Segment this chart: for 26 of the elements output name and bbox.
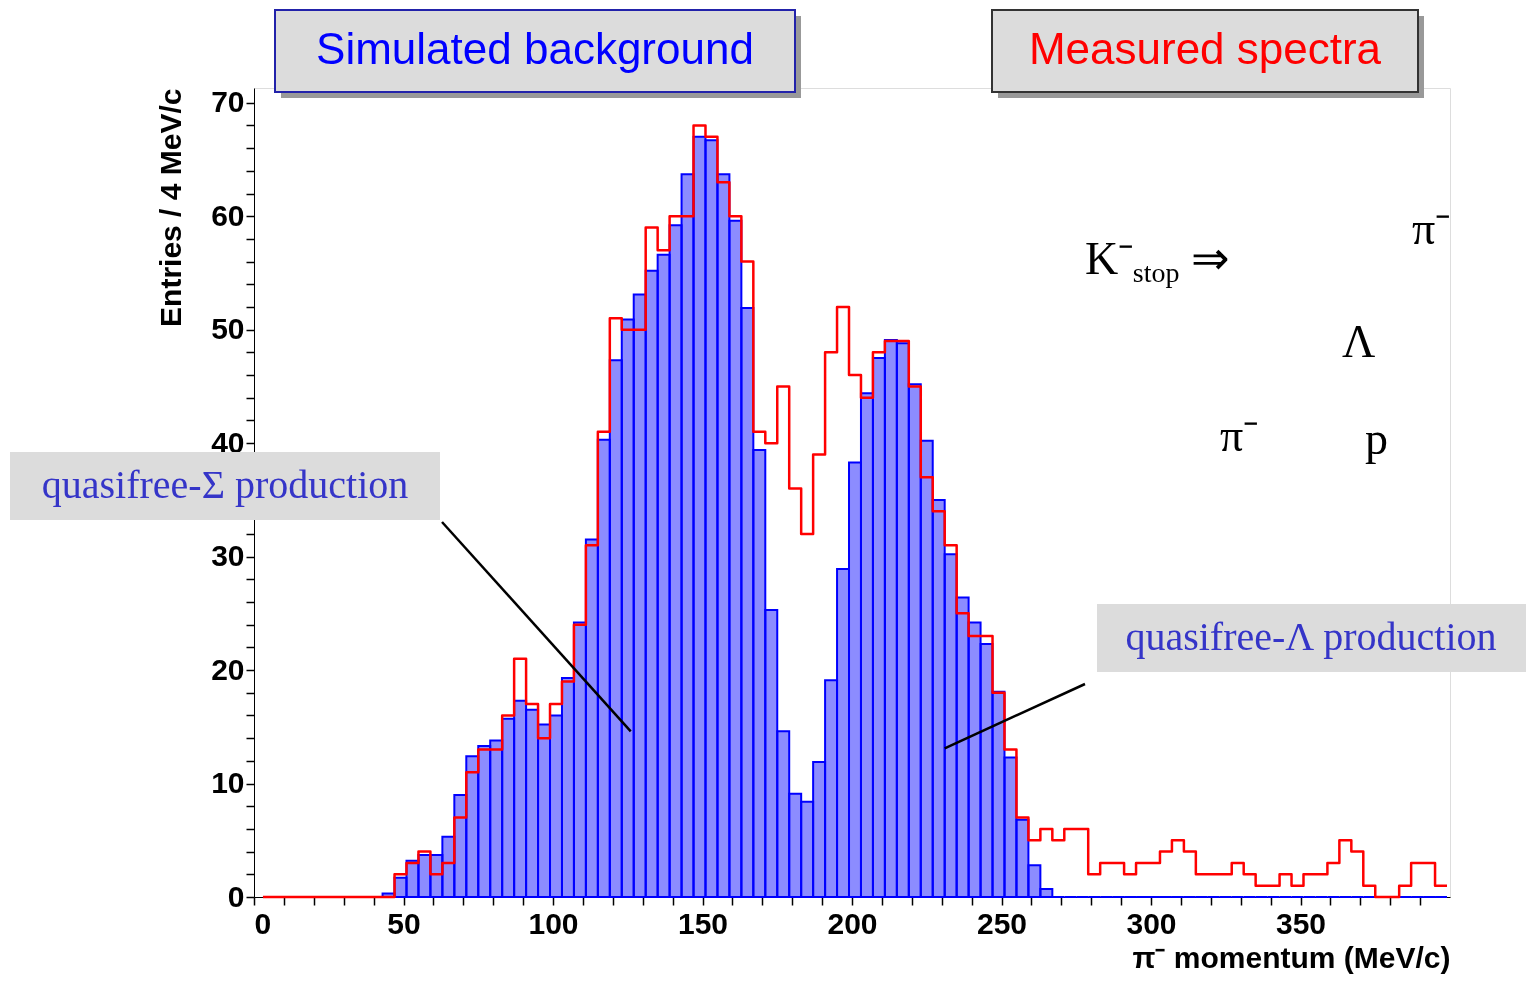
x-tick-label: 50 <box>387 906 421 940</box>
y-axis-title: Entries / 4 MeV/c <box>154 88 188 327</box>
y-tick-label: 30 <box>211 539 245 573</box>
y-tick-label: 50 <box>211 312 245 346</box>
y-tick-label: 20 <box>211 652 245 686</box>
x-axis-title: π⁻ momentum (MeV/c) <box>1132 940 1451 974</box>
series-label: Simulated background <box>316 24 754 73</box>
y-tick-label: 10 <box>211 766 245 800</box>
x-tick-label: 350 <box>1275 906 1327 940</box>
annotation: π⁻ <box>1220 410 1260 461</box>
x-tick-label: 150 <box>677 906 729 940</box>
x-tick-label: 100 <box>528 906 579 940</box>
text: Measured spectra <box>1028 24 1382 73</box>
x-tick-label: 200 <box>827 906 878 940</box>
annotation: π⁻ <box>1412 203 1452 254</box>
x-tick-label: 250 <box>976 906 1028 940</box>
annotation: p <box>1365 413 1388 464</box>
y-tick-label: 70 <box>211 85 245 119</box>
y-tick-label: 60 <box>211 198 245 232</box>
annotation: Λ <box>1342 316 1376 367</box>
x-tick-label: 300 <box>1126 906 1177 940</box>
x-tick-label: 0 <box>254 906 272 940</box>
annotation: quasifree-Σ production <box>41 462 409 507</box>
y-tick-label: 40 <box>211 425 245 459</box>
y-tick-label: 0 <box>227 879 245 913</box>
annotation: quasifree-Λ production <box>1125 614 1497 659</box>
